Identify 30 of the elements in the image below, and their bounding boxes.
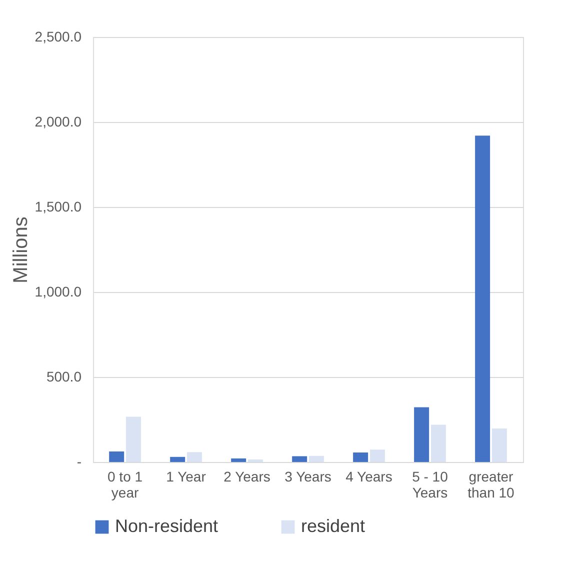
y-axis-title: Millions — [10, 216, 32, 284]
y-tick-label: 1,000.0 — [34, 284, 82, 300]
x-tick-label: 4 Years — [346, 468, 392, 484]
y-tick-label: 500.0 — [46, 368, 82, 384]
bar — [109, 451, 124, 462]
bar — [248, 459, 263, 462]
y-tick-label: 1,500.0 — [34, 198, 82, 214]
bar — [186, 452, 202, 462]
x-tick-label: 3 Years — [284, 468, 332, 484]
bar — [231, 458, 246, 462]
bar — [414, 407, 430, 462]
x-tick-label: 0 to 1 year — [108, 468, 143, 500]
legend-label: Non-resident — [115, 516, 218, 536]
bar — [492, 428, 507, 462]
x-tick-label: 2 Years — [224, 468, 270, 484]
x-tick-label: 5 - 10 Years — [412, 468, 448, 500]
bar — [292, 456, 308, 462]
bar — [430, 424, 446, 462]
bar — [170, 456, 186, 462]
bar — [308, 456, 324, 462]
legend-label: resident — [301, 516, 366, 536]
y-tick-label: - — [76, 454, 82, 470]
bar — [353, 452, 368, 462]
y-tick-label: 2,500.0 — [34, 28, 82, 44]
bar — [126, 416, 141, 462]
bar — [370, 450, 385, 462]
x-tick-label: greater than 10 — [468, 468, 515, 500]
y-tick-label: 2,000.0 — [34, 114, 82, 130]
bar — [475, 136, 490, 462]
x-tick-label: 1 Year — [166, 468, 206, 484]
